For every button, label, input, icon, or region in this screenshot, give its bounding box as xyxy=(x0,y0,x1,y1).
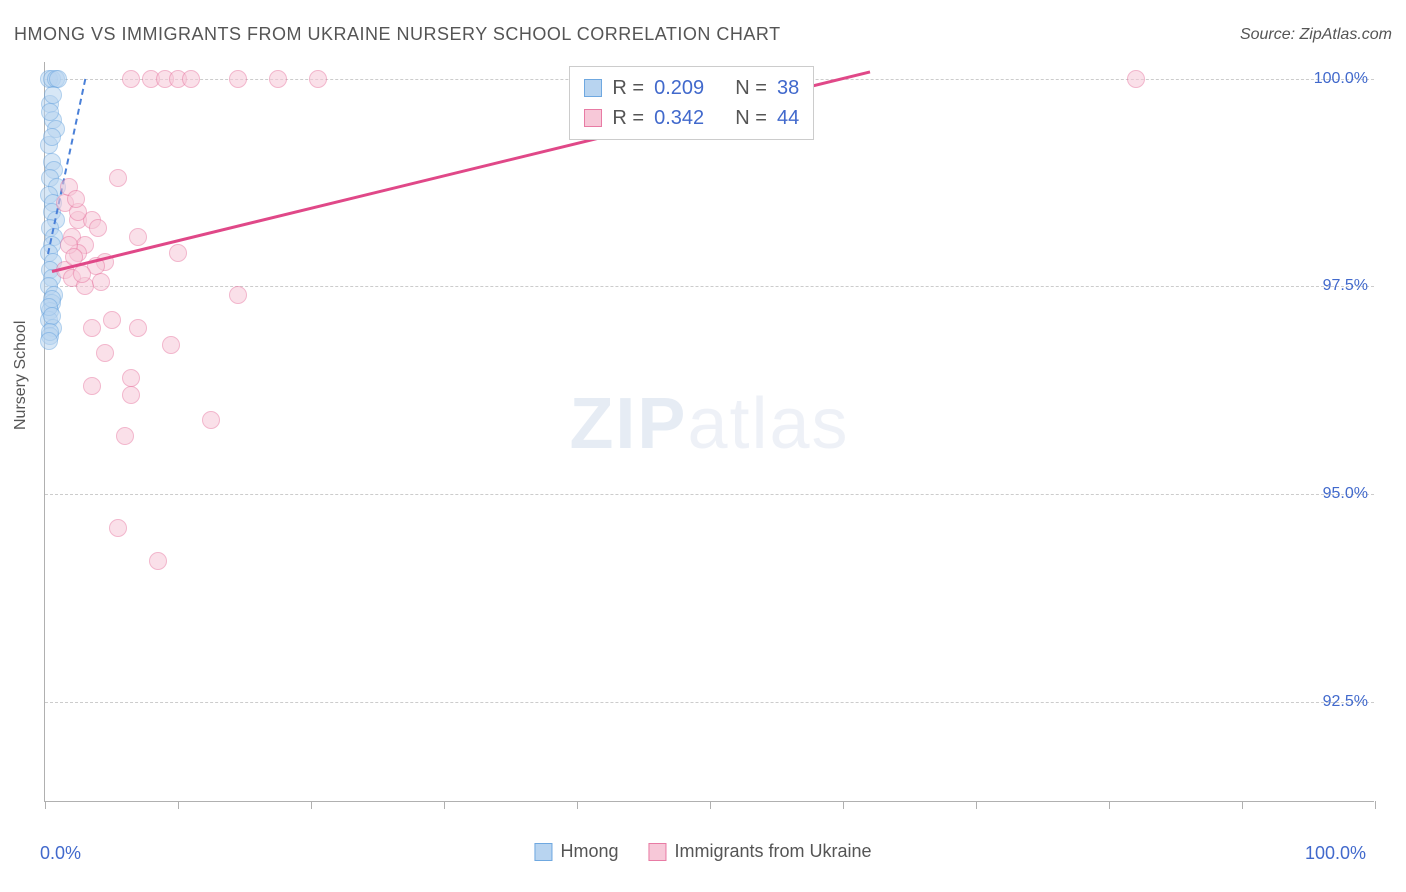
chart-title: HMONG VS IMMIGRANTS FROM UKRAINE NURSERY… xyxy=(14,24,781,45)
x-axis-max-label: 100.0% xyxy=(1305,843,1366,864)
data-point xyxy=(73,265,91,283)
n-value: 44 xyxy=(777,103,799,133)
legend-item: Hmong xyxy=(534,841,618,862)
data-point xyxy=(41,103,59,121)
r-label: R = xyxy=(612,73,644,103)
gridline xyxy=(45,494,1374,495)
data-point xyxy=(122,70,140,88)
x-tick xyxy=(444,801,445,809)
data-point xyxy=(202,411,220,429)
data-point xyxy=(89,219,107,237)
correlation-stats-box: R = 0.209 N = 38 R = 0.342 N = 44 xyxy=(569,66,814,140)
legend-swatch xyxy=(534,843,552,861)
legend-label: Hmong xyxy=(560,841,618,862)
y-tick-label: 95.0% xyxy=(1323,485,1368,503)
watermark-light: atlas xyxy=(687,383,849,463)
data-point xyxy=(44,86,62,104)
data-point xyxy=(1127,70,1145,88)
r-label: R = xyxy=(612,103,644,133)
data-point xyxy=(129,228,147,246)
legend-item: Immigrants from Ukraine xyxy=(648,841,871,862)
x-tick xyxy=(710,801,711,809)
y-tick-label: 100.0% xyxy=(1314,70,1368,88)
r-value: 0.342 xyxy=(654,103,704,133)
x-tick xyxy=(1242,801,1243,809)
data-point xyxy=(182,70,200,88)
x-tick xyxy=(976,801,977,809)
x-tick xyxy=(178,801,179,809)
data-point xyxy=(162,336,180,354)
data-point xyxy=(43,307,61,325)
legend-label: Immigrants from Ukraine xyxy=(674,841,871,862)
chart-header: HMONG VS IMMIGRANTS FROM UKRAINE NURSERY… xyxy=(14,24,1392,45)
gridline xyxy=(45,702,1374,703)
data-point xyxy=(103,311,121,329)
y-axis-title: Nursery School xyxy=(12,321,30,430)
n-label: N = xyxy=(735,103,767,133)
y-tick-label: 92.5% xyxy=(1323,693,1368,711)
data-point xyxy=(229,70,247,88)
gridline xyxy=(45,286,1374,287)
data-point xyxy=(122,369,140,387)
bottom-legend: Hmong Immigrants from Ukraine xyxy=(534,841,871,862)
x-tick xyxy=(45,801,46,809)
x-tick xyxy=(311,801,312,809)
x-tick xyxy=(577,801,578,809)
x-axis-min-label: 0.0% xyxy=(40,843,81,864)
y-tick-label: 97.5% xyxy=(1323,277,1368,295)
stats-row: R = 0.209 N = 38 xyxy=(584,73,799,103)
data-point xyxy=(83,319,101,337)
data-point xyxy=(269,70,287,88)
watermark-bold: ZIP xyxy=(569,383,687,463)
x-tick xyxy=(843,801,844,809)
data-point xyxy=(83,377,101,395)
r-value: 0.209 xyxy=(654,73,704,103)
data-point xyxy=(67,190,85,208)
data-point xyxy=(96,344,114,362)
legend-swatch xyxy=(648,843,666,861)
x-tick xyxy=(1375,801,1376,809)
n-label: N = xyxy=(735,73,767,103)
data-point xyxy=(43,128,61,146)
stats-row: R = 0.342 N = 44 xyxy=(584,103,799,133)
data-point xyxy=(49,70,67,88)
data-point xyxy=(229,286,247,304)
data-point xyxy=(92,273,110,291)
scatter-plot-area: ZIPatlas 92.5% 95.0% 97.5% 100.0% xyxy=(44,62,1374,802)
series-swatch xyxy=(584,109,602,127)
source-attribution: Source: ZipAtlas.com xyxy=(1240,26,1392,44)
series-swatch xyxy=(584,79,602,97)
data-point xyxy=(109,169,127,187)
data-point xyxy=(149,552,167,570)
watermark: ZIPatlas xyxy=(569,382,849,464)
data-point xyxy=(169,244,187,262)
n-value: 38 xyxy=(777,73,799,103)
data-point xyxy=(40,332,58,350)
x-tick xyxy=(1109,801,1110,809)
data-point xyxy=(109,519,127,537)
data-point xyxy=(129,319,147,337)
data-point xyxy=(116,427,134,445)
data-point xyxy=(122,386,140,404)
data-point xyxy=(309,70,327,88)
